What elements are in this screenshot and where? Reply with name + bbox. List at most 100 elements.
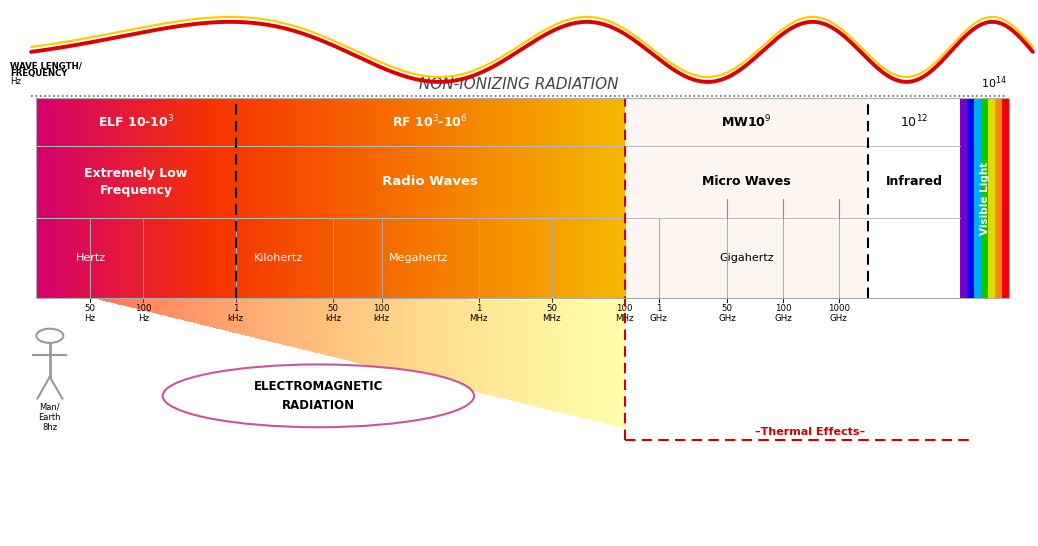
Polygon shape — [282, 299, 284, 345]
Polygon shape — [379, 299, 381, 369]
Polygon shape — [106, 298, 108, 301]
Polygon shape — [166, 298, 168, 316]
Polygon shape — [593, 300, 595, 421]
Polygon shape — [242, 298, 243, 335]
Polygon shape — [210, 298, 211, 327]
Polygon shape — [532, 300, 534, 406]
Polygon shape — [438, 299, 439, 383]
Polygon shape — [546, 300, 548, 410]
Text: Radio Waves: Radio Waves — [382, 175, 479, 188]
Polygon shape — [607, 300, 608, 424]
Polygon shape — [275, 299, 277, 343]
Polygon shape — [375, 299, 377, 367]
Polygon shape — [561, 300, 563, 413]
Polygon shape — [116, 298, 118, 304]
Polygon shape — [564, 300, 566, 414]
Text: FREQUENCY: FREQUENCY — [10, 69, 67, 78]
Polygon shape — [573, 300, 575, 416]
Text: Micro Waves: Micro Waves — [702, 175, 791, 188]
Polygon shape — [393, 299, 394, 372]
Polygon shape — [464, 299, 466, 389]
Polygon shape — [175, 298, 177, 318]
Polygon shape — [141, 298, 143, 310]
Polygon shape — [618, 300, 620, 427]
Polygon shape — [233, 298, 235, 333]
Polygon shape — [534, 300, 536, 406]
Polygon shape — [121, 298, 124, 305]
Polygon shape — [203, 298, 206, 325]
Text: 1000
GHz: 1000 GHz — [827, 304, 850, 323]
Polygon shape — [129, 298, 131, 307]
Polygon shape — [443, 299, 444, 384]
Polygon shape — [168, 298, 170, 317]
Polygon shape — [582, 300, 583, 418]
Polygon shape — [220, 298, 222, 329]
Polygon shape — [421, 299, 424, 379]
Polygon shape — [381, 299, 382, 369]
Polygon shape — [339, 299, 342, 359]
Polygon shape — [479, 300, 481, 393]
Polygon shape — [197, 298, 198, 324]
Polygon shape — [368, 299, 370, 366]
Polygon shape — [307, 299, 309, 351]
Polygon shape — [600, 300, 602, 423]
Text: Gigahertz: Gigahertz — [719, 253, 773, 263]
Polygon shape — [190, 298, 191, 322]
Polygon shape — [273, 299, 275, 342]
Polygon shape — [153, 298, 154, 313]
Polygon shape — [588, 300, 590, 419]
Polygon shape — [195, 298, 197, 323]
Polygon shape — [288, 299, 290, 346]
Polygon shape — [95, 298, 97, 299]
Polygon shape — [213, 298, 215, 328]
Polygon shape — [468, 300, 469, 390]
Polygon shape — [181, 298, 183, 320]
Polygon shape — [387, 299, 389, 371]
Polygon shape — [115, 298, 116, 304]
Polygon shape — [596, 300, 598, 422]
Polygon shape — [352, 299, 354, 362]
Polygon shape — [236, 298, 238, 334]
Polygon shape — [525, 300, 526, 404]
Polygon shape — [543, 300, 545, 408]
Polygon shape — [101, 298, 103, 300]
Polygon shape — [215, 298, 217, 328]
Polygon shape — [200, 298, 202, 325]
Polygon shape — [498, 300, 500, 397]
Polygon shape — [300, 299, 302, 349]
Polygon shape — [616, 300, 618, 426]
Polygon shape — [312, 299, 315, 352]
Polygon shape — [247, 298, 248, 336]
Polygon shape — [145, 298, 147, 311]
Polygon shape — [143, 298, 145, 311]
Polygon shape — [297, 299, 299, 348]
Polygon shape — [518, 300, 520, 402]
Polygon shape — [516, 300, 518, 402]
Polygon shape — [509, 300, 511, 400]
Polygon shape — [315, 299, 317, 353]
Polygon shape — [454, 299, 456, 387]
Polygon shape — [248, 298, 250, 336]
Polygon shape — [409, 299, 411, 376]
Polygon shape — [580, 300, 582, 418]
Polygon shape — [284, 299, 285, 345]
Text: 50
Hz: 50 Hz — [84, 304, 95, 323]
Polygon shape — [568, 300, 570, 414]
Polygon shape — [217, 298, 218, 329]
Polygon shape — [621, 300, 623, 428]
Polygon shape — [444, 299, 446, 384]
Polygon shape — [261, 299, 263, 340]
Polygon shape — [355, 299, 357, 363]
Polygon shape — [427, 299, 429, 380]
Polygon shape — [475, 300, 476, 392]
Polygon shape — [506, 300, 508, 399]
Polygon shape — [126, 298, 128, 306]
Polygon shape — [514, 300, 516, 401]
Polygon shape — [173, 298, 175, 318]
Polygon shape — [494, 300, 496, 397]
Text: Infrared: Infrared — [885, 175, 943, 188]
Polygon shape — [551, 300, 553, 411]
Text: 100
MHz: 100 MHz — [616, 304, 634, 323]
Polygon shape — [418, 299, 419, 378]
Polygon shape — [473, 300, 475, 391]
